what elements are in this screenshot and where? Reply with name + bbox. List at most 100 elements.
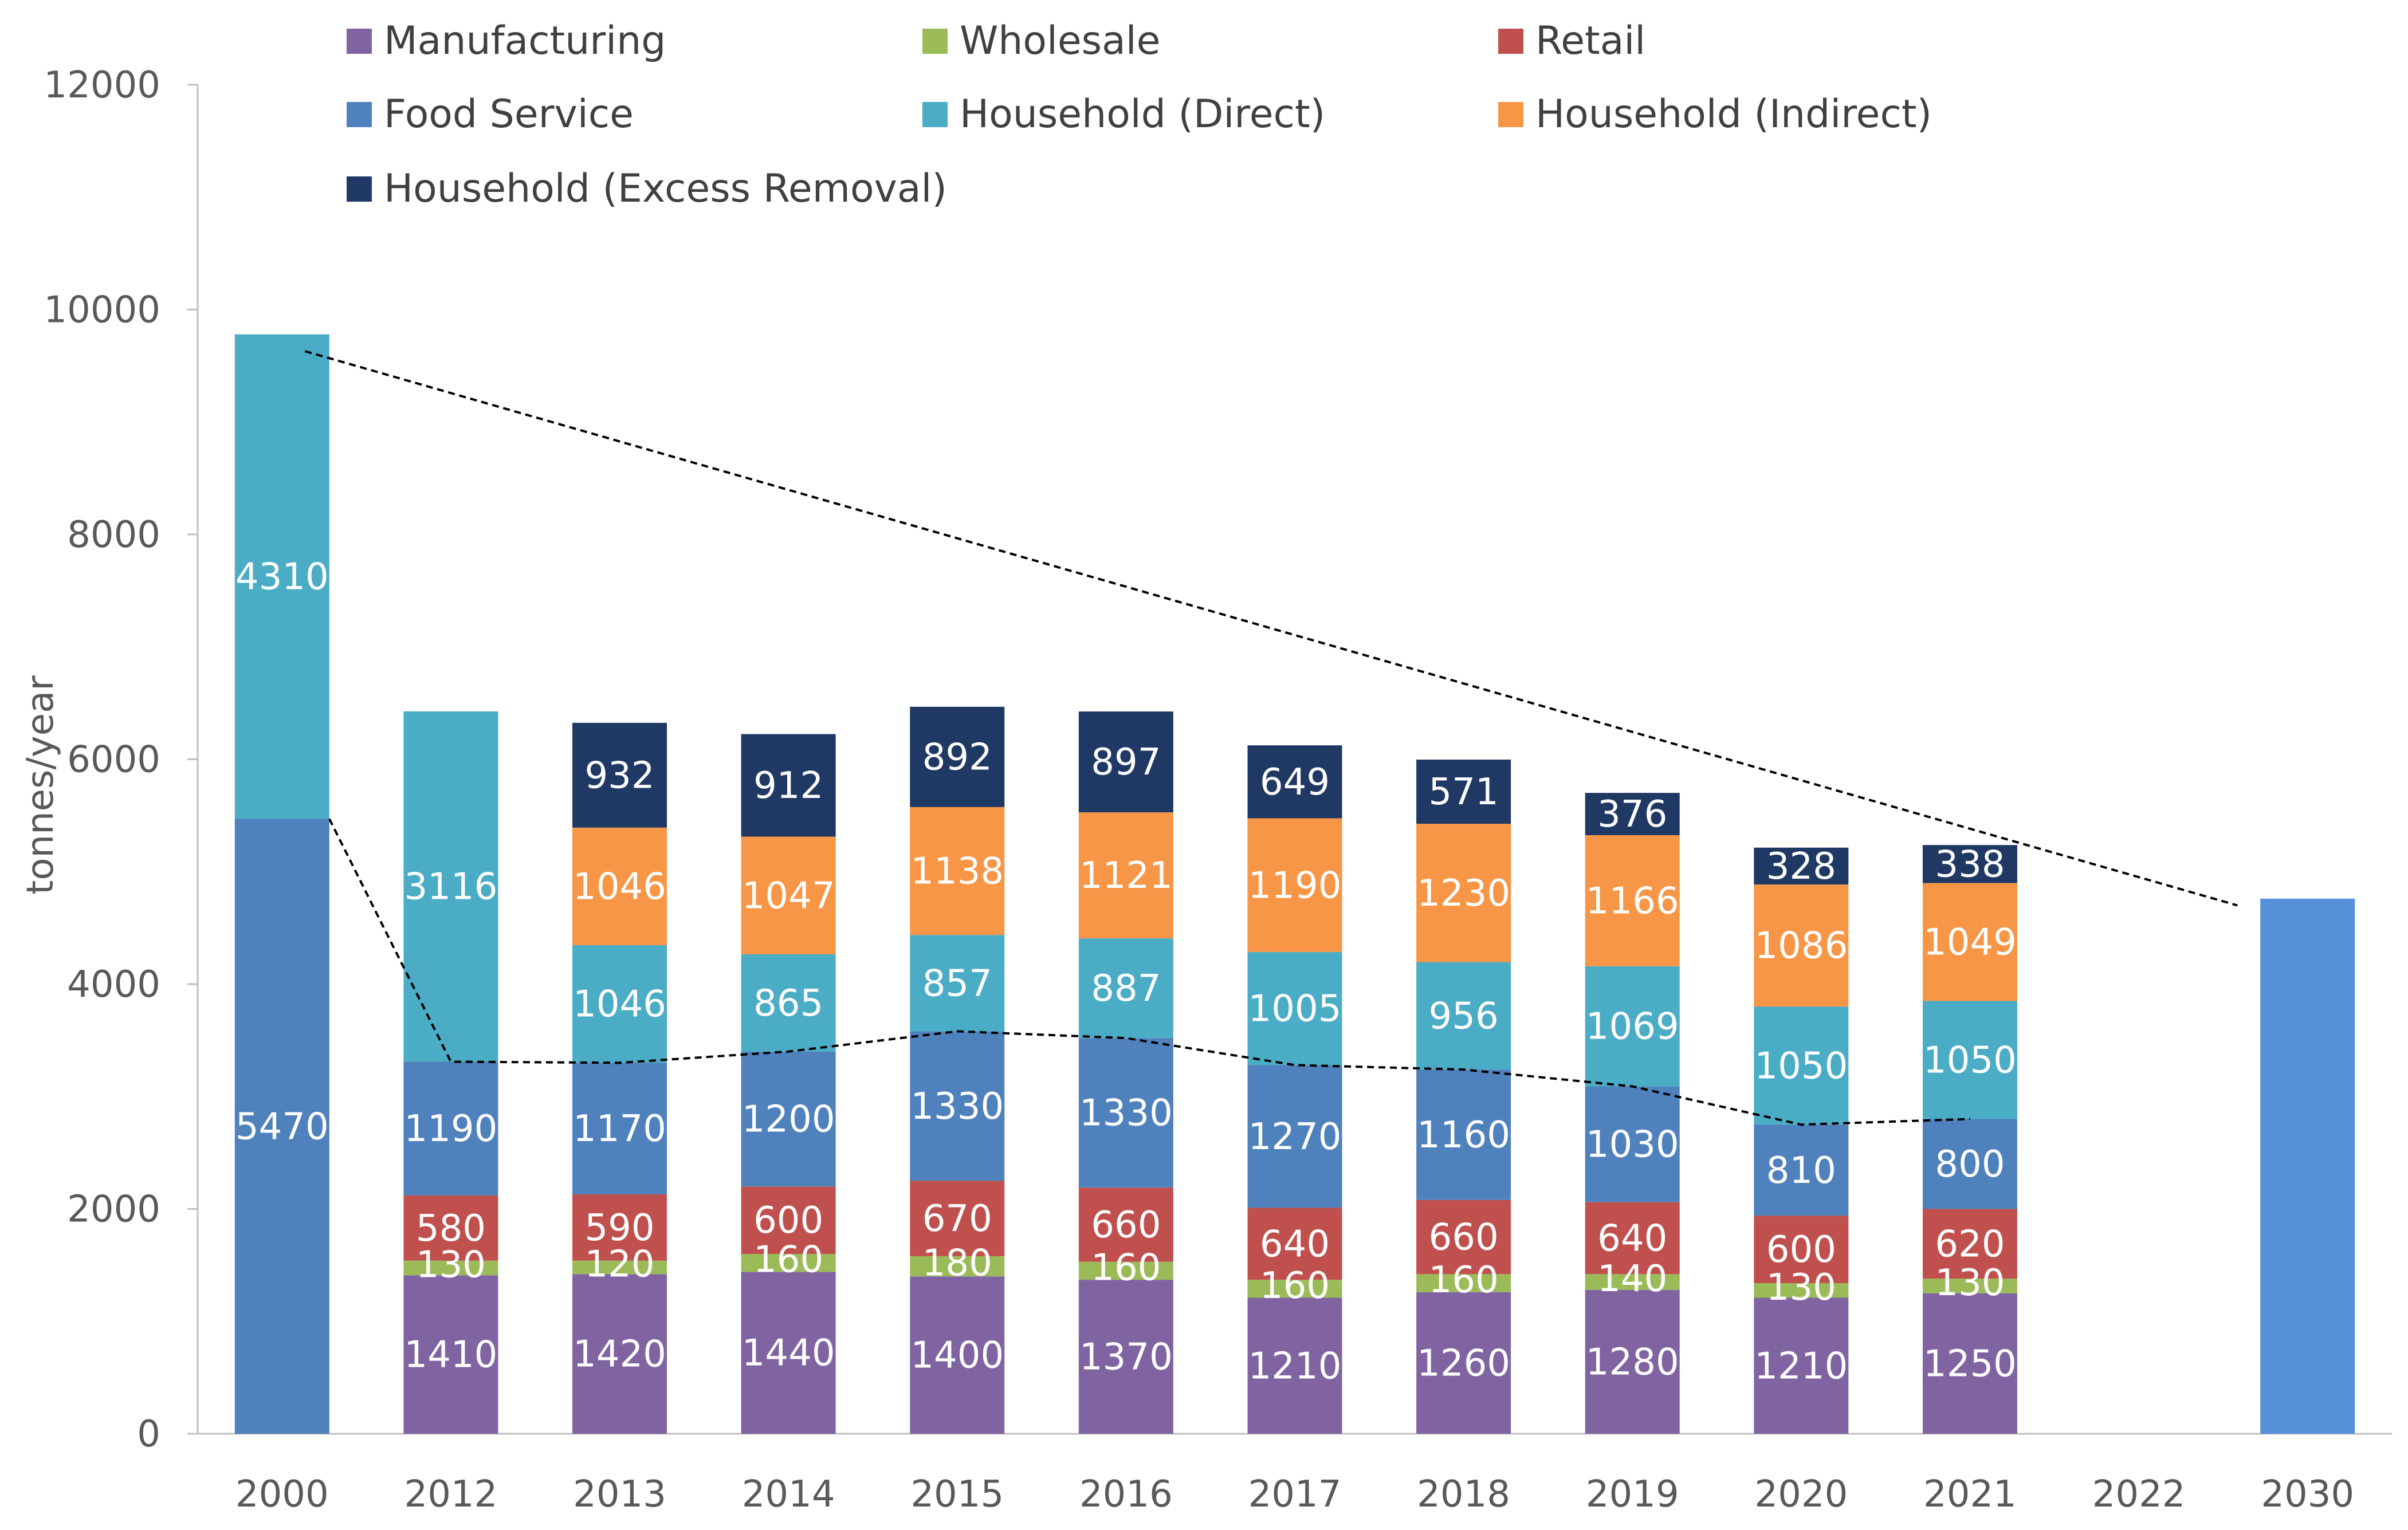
bar-wholesale-2021 (1922, 1279, 2017, 1293)
data-label-retail-2020: 600 (1766, 1229, 1836, 1271)
y-tick-label: 2000 (67, 1189, 160, 1231)
data-label-food-service-2015: 1330 (910, 1085, 1004, 1128)
data-label-retail-2021: 620 (1935, 1223, 2005, 1265)
bar-household-excess-removal-2020 (1754, 847, 1849, 885)
data-label-household-excess-removal-2014: 912 (753, 765, 823, 807)
data-label-wholesale-2019: 140 (1597, 1258, 1667, 1300)
data-label-food-service-2021: 800 (1935, 1143, 2005, 1186)
bar-manufacturing-2012 (403, 1275, 498, 1434)
bar-retail-2013 (572, 1194, 667, 1261)
data-label-retail-2013: 590 (584, 1207, 654, 1249)
bar-retail-2019 (1585, 1202, 1680, 1275)
bar-household-excess-removal-2018 (1416, 760, 1511, 824)
bar-household-direct-2012 (403, 711, 498, 1062)
data-label-household-excess-removal-2015: 892 (922, 736, 992, 778)
legend-swatch-manufacturing (347, 29, 372, 54)
data-label-wholesale-2014: 160 (753, 1239, 823, 1281)
data-label-retail-2014: 600 (753, 1199, 823, 1242)
legend-swatch-household-direct (922, 102, 948, 127)
data-label-household-indirect-2020: 1086 (1754, 925, 1848, 967)
bar-household-indirect-2021 (1922, 883, 2017, 1001)
bar-food-service-2013 (572, 1063, 667, 1194)
data-label-wholesale-2018: 160 (1429, 1259, 1499, 1301)
bar-household-excess-removal-2019 (1585, 793, 1680, 835)
bar-retail-2014 (741, 1186, 836, 1254)
data-label-household-indirect-2016: 1121 (1079, 855, 1173, 897)
data-label-household-indirect-2015: 1138 (910, 851, 1004, 893)
bar-wholesale-2017 (1247, 1280, 1342, 1298)
bar-food-service-2021 (1922, 1119, 2017, 1209)
x-tick-label: 2020 (1754, 1473, 1848, 1516)
data-label-wholesale-2017: 160 (1260, 1265, 1330, 1307)
bar-retail-2018 (1416, 1199, 1511, 1275)
data-label-manufacturing-2018: 1260 (1417, 1342, 1510, 1385)
bar-household-excess-removal-2014 (741, 734, 836, 837)
data-label-food-service-2013: 1170 (573, 1108, 666, 1150)
data-label-food-service-2014: 1200 (742, 1099, 835, 1141)
data-label-food-service-2019: 1030 (1586, 1124, 1679, 1166)
legend-swatch-retail (1498, 29, 1523, 54)
x-tick-label: 2017 (1248, 1473, 1342, 1516)
data-label-manufacturing-2019: 1280 (1586, 1341, 1679, 1383)
legend-label-household-excess-removal: Household (Excess Removal) (384, 166, 947, 211)
data-label-wholesale-2020: 130 (1766, 1267, 1836, 1309)
bar-food-service-2016 (1078, 1038, 1173, 1188)
data-label-household-direct-2013: 1046 (573, 984, 666, 1026)
bar-food-service-2030 (2260, 898, 2355, 1434)
data-label-food-service-2018: 1160 (1417, 1114, 1510, 1157)
y-tick-label: 0 (137, 1413, 160, 1456)
legend-swatch-household-excess-removal (347, 176, 372, 202)
data-label-household-direct-2016: 887 (1091, 967, 1161, 1010)
y-tick-label: 12000 (44, 64, 160, 107)
bar-food-service-2018 (1416, 1069, 1511, 1200)
bar-household-direct-2019 (1585, 966, 1680, 1087)
data-label-wholesale-2021: 130 (1935, 1262, 2005, 1304)
bar-wholesale-2014 (741, 1254, 836, 1272)
data-label-wholesale-2015: 180 (922, 1242, 992, 1285)
y-tick-label: 10000 (44, 289, 160, 332)
trend-lines (304, 350, 2238, 1126)
x-tick-label: 2021 (1923, 1473, 2017, 1516)
bar-wholesale-2020 (1754, 1283, 1849, 1298)
data-label-food-service-2016: 1330 (1079, 1092, 1173, 1135)
x-tick-label: 2022 (2092, 1473, 2186, 1516)
bar-wholesale-2016 (1078, 1261, 1173, 1280)
bar-household-excess-removal-2021 (1922, 845, 2017, 883)
data-label-manufacturing-2013: 1420 (573, 1334, 666, 1376)
data-label-household-excess-removal-2016: 897 (1091, 741, 1161, 784)
data-label-retail-2019: 640 (1597, 1218, 1667, 1260)
legend-label-manufacturing: Manufacturing (384, 18, 666, 64)
data-label-household-direct-2017: 1005 (1248, 988, 1342, 1031)
y-axis-title: tonnes/year (19, 675, 62, 895)
legend-label-household-direct: Household (Direct) (960, 92, 1325, 137)
data-label-household-direct-2019: 1069 (1586, 1006, 1679, 1048)
bars (234, 334, 2355, 1434)
bar-manufacturing-2018 (1416, 1292, 1511, 1434)
bar-household-excess-removal-2013 (572, 722, 667, 828)
bar-household-excess-removal-2016 (1078, 711, 1173, 813)
legend: Manufacturing Wholesale Retail Food Service… (347, 18, 1932, 211)
x-tick-label: 2019 (1586, 1473, 1679, 1516)
x-tick-label: 2015 (910, 1473, 1004, 1516)
bar-wholesale-2019 (1585, 1274, 1680, 1290)
x-tick-label: 2018 (1417, 1473, 1510, 1516)
data-label-household-excess-removal-2018: 571 (1429, 771, 1499, 813)
data-label-household-indirect-2021: 1049 (1923, 922, 2017, 964)
bar-wholesale-2018 (1416, 1274, 1511, 1292)
data-label-retail-2015: 670 (922, 1198, 992, 1240)
data-label-retail-2012: 580 (416, 1208, 486, 1250)
data-label-retail-2018: 660 (1429, 1217, 1499, 1259)
data-label-manufacturing-2021: 1250 (1923, 1343, 2017, 1385)
bar-household-indirect-2020 (1754, 884, 1849, 1007)
bar-retail-2012 (403, 1195, 498, 1261)
trend-line-total-reduction-trend (304, 350, 2238, 907)
data-label-food-service-2017: 1270 (1248, 1116, 1342, 1158)
bar-household-direct-2000 (234, 334, 329, 819)
axes: 0 2000 4000 6000 8000 10000 12000 tonnes/year (19, 64, 2392, 1456)
bar-retail-2020 (1754, 1216, 1849, 1284)
bar-manufacturing-2017 (1247, 1297, 1342, 1434)
legend-label-retail: Retail (1535, 18, 1645, 64)
data-label-household-indirect-2014: 1047 (742, 875, 835, 917)
data-label-household-direct-2014: 865 (753, 982, 823, 1025)
x-tick-label: 2000 (235, 1473, 329, 1516)
